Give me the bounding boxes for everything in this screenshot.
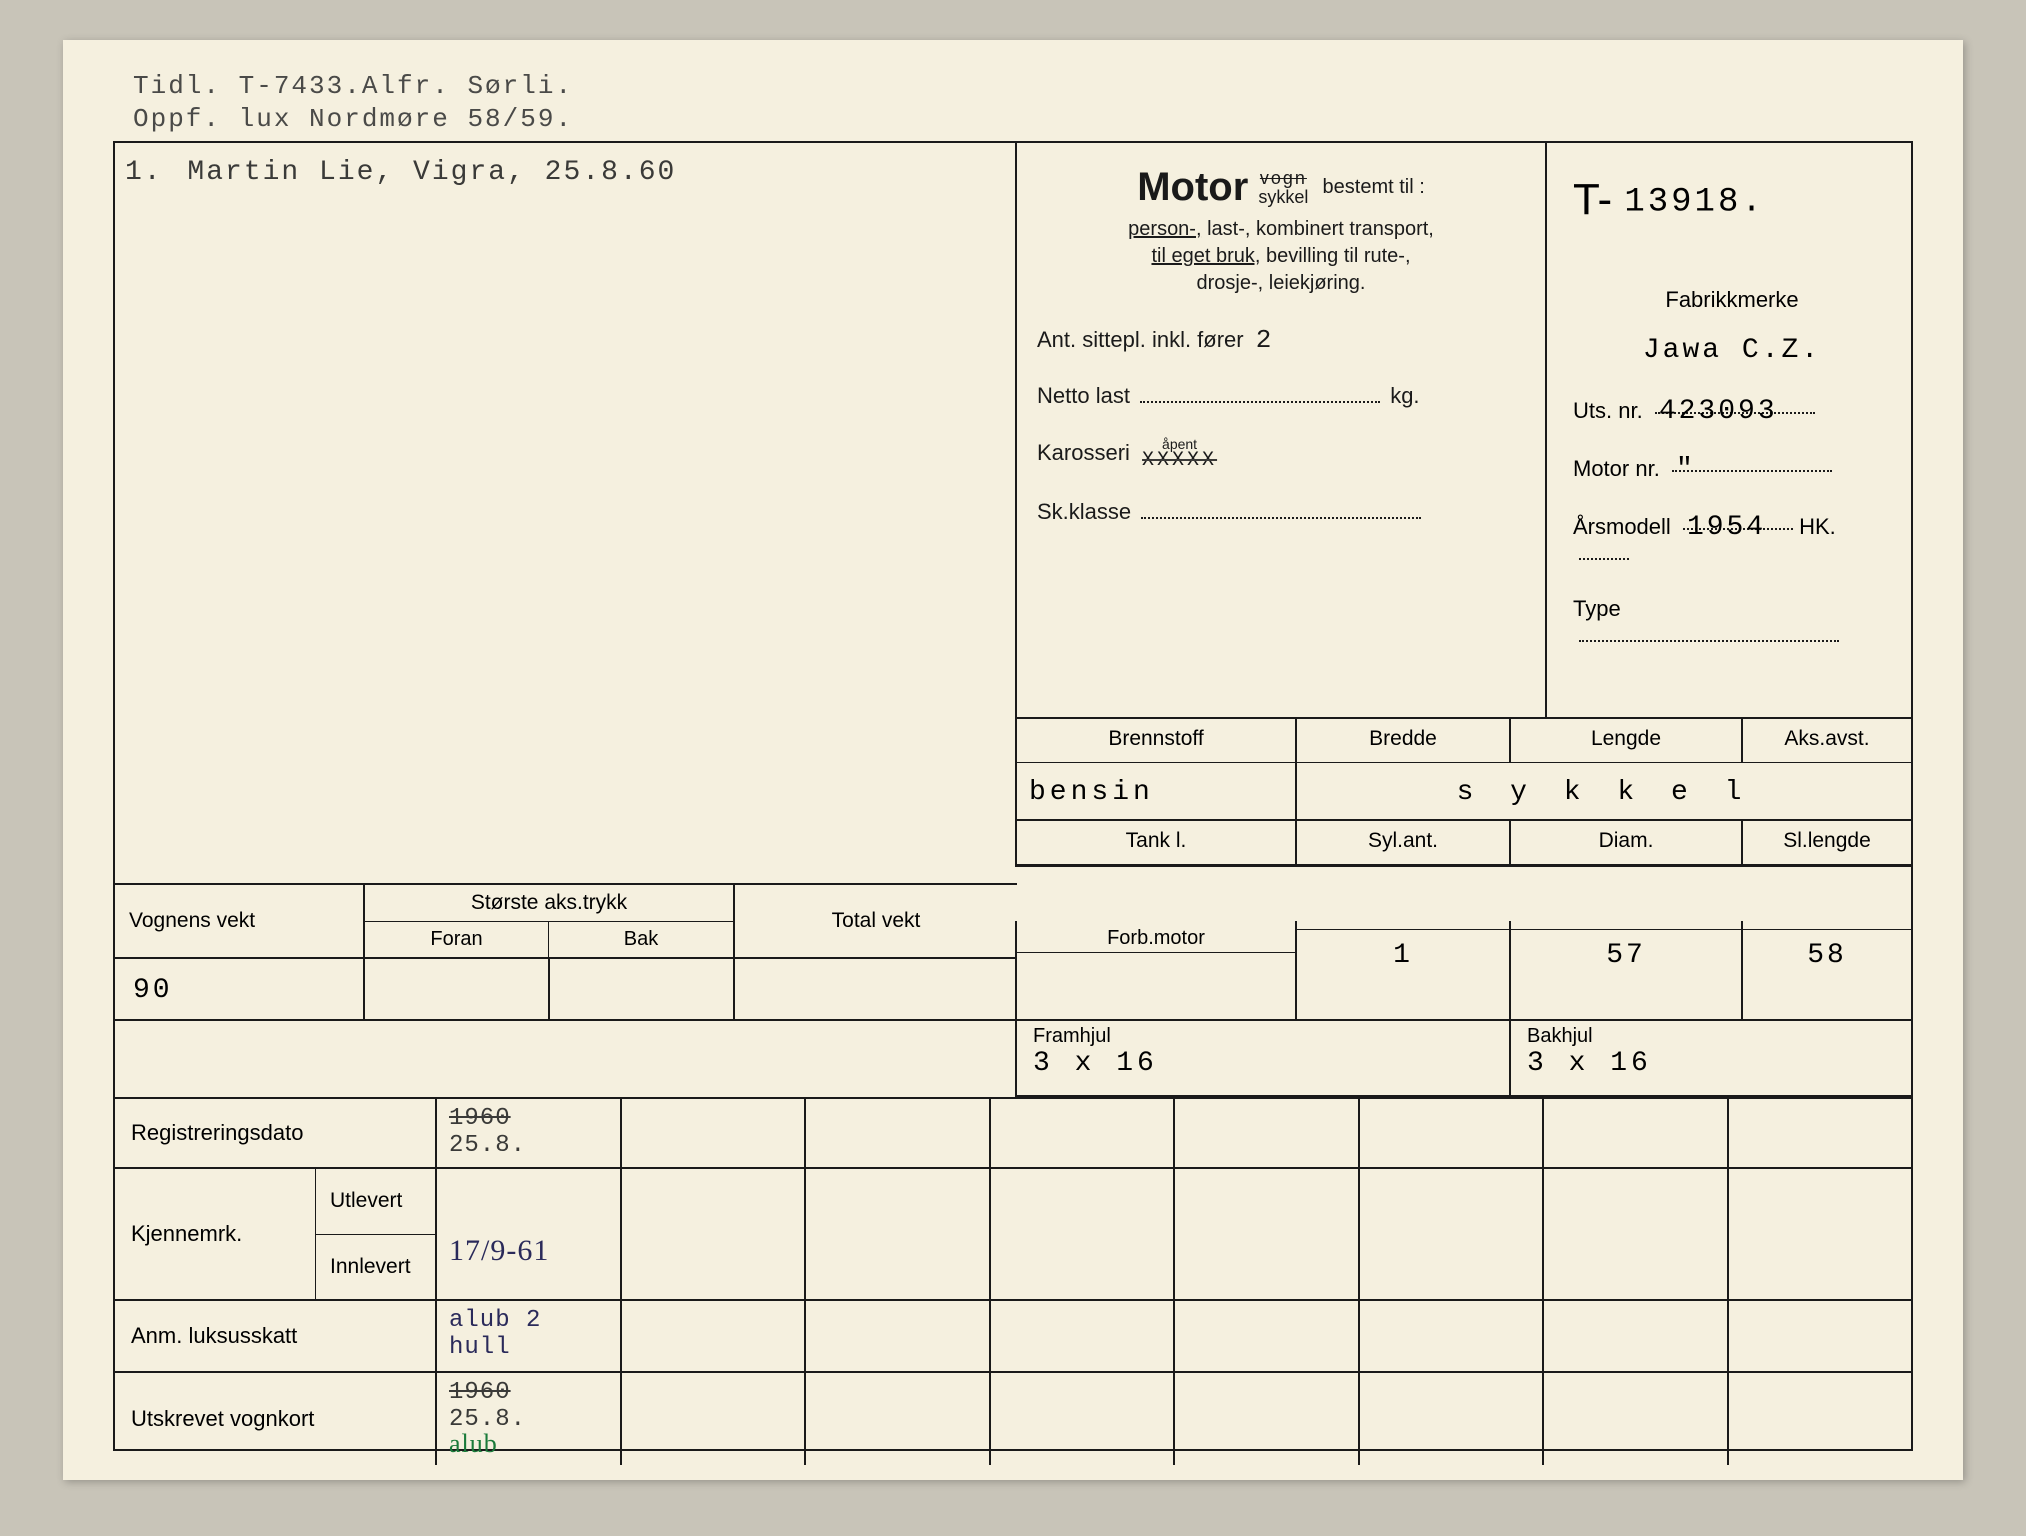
hdr-sllengde: Sl.lengde	[1741, 821, 1911, 865]
val-innlevert: 17/9-61	[449, 1234, 608, 1268]
lbl-foran: Foran	[365, 922, 549, 957]
netto-last-row: Netto last kg.	[1037, 383, 1525, 409]
row-anm-luksusskatt: Anm. luksusskatt alub 2 hull	[115, 1301, 1911, 1373]
motor-title: Motor	[1137, 165, 1248, 210]
bottom-rows: Registreringsdato 1960 25.8. Kjennemrk. …	[115, 1097, 1911, 1465]
vogn-strike: vogn	[1260, 168, 1307, 188]
lbl-bak: Bak	[549, 922, 733, 957]
forb-row: Forb.motor 1 57 58	[1015, 921, 1911, 1021]
row-registreringsdato: Registreringsdato 1960 25.8.	[115, 1097, 1911, 1169]
hdr-diam: Diam.	[1509, 821, 1741, 865]
header-line-1: Tidl. T-7433.Alfr. Sørli.	[133, 70, 1913, 103]
ant-sittepl-value: 2	[1250, 325, 1280, 355]
bestemt-label: bestemt til :	[1323, 176, 1425, 198]
type-row: Type	[1573, 596, 1891, 648]
row-kjennemrk: Kjennemrk. Utlevert Innlevert 17/9-61	[115, 1169, 1911, 1301]
motor-nr-row: Motor nr. "	[1573, 454, 1891, 482]
motor-desc: person-, last-, kombinert transport, til…	[1037, 216, 1525, 297]
val-vognens-vekt: 90	[115, 959, 365, 1019]
spec-table: Brennstoff Bredde Lengde Aks.avst. bensi…	[1015, 719, 1911, 867]
header-line-2: Oppf. lux Nordmøre 58/59.	[133, 103, 1913, 136]
owner-line: 1. Martin Lie, Vigra, 25.8.60	[125, 157, 676, 188]
val-sllengde: 58	[1743, 930, 1911, 971]
fabrikkmerke-value: Jawa C.Z.	[1639, 335, 1825, 366]
weight-table: Vognens vekt Største aks.trykk Foran Bak…	[115, 883, 1017, 1021]
val-bakhjul: 3 x 16	[1527, 1048, 1895, 1079]
hdr-lengde: Lengde	[1509, 719, 1741, 763]
val-sykkel-span: s y k k e l	[1295, 763, 1911, 819]
hjul-row: Framhjul 3 x 16 Bakhjul 3 x 16	[1015, 1021, 1911, 1097]
registration-block: T- 13918. Fabrikkmerke Jawa C.Z. Uts. nr…	[1545, 143, 1911, 719]
val-foran	[365, 959, 550, 1019]
val-sylant: 1	[1297, 930, 1509, 971]
lbl-storste-aks: Største aks.trykk	[365, 885, 733, 921]
hdr-sylant: Syl.ant.	[1295, 821, 1509, 865]
lbl-framhjul: Framhjul	[1033, 1025, 1493, 1048]
lbl-total-vekt: Total vekt	[735, 885, 1017, 957]
karosseri-row: Karosseri åpent XXXXX	[1037, 437, 1525, 471]
header-notes: Tidl. T-7433.Alfr. Sørli. Oppf. lux Nord…	[133, 70, 1913, 135]
val-anm-hand: alub 2 hull	[435, 1301, 620, 1371]
hdr-bredde: Bredde	[1295, 719, 1509, 763]
lbl-vognens-vekt: Vognens vekt	[115, 885, 365, 957]
sykkel-label: sykkel	[1258, 187, 1308, 207]
row-utskrevet-vognkort: Utskrevet vognkort 1960 25.8. alub	[115, 1373, 1911, 1465]
t-number: T- 13918.	[1573, 175, 1891, 225]
owner-index: 1.	[125, 157, 163, 188]
ant-sittepl-row: Ant. sittepl. inkl. fører 2	[1037, 325, 1525, 355]
card-border: 1. Martin Lie, Vigra, 25.8.60 Motor vogn…	[113, 141, 1913, 1451]
arsmodell-row: Årsmodell 1954 HK.	[1573, 512, 1891, 566]
val-regdato: 1960 25.8.	[435, 1099, 620, 1167]
val-framhjul: 3 x 16	[1033, 1048, 1493, 1079]
hdr-tank: Tank l.	[1015, 821, 1295, 865]
skklasse-row: Sk.klasse	[1037, 499, 1525, 525]
motor-block: Motor vogn sykkel bestemt til : person-,…	[1015, 143, 1545, 719]
lbl-bakhjul: Bakhjul	[1527, 1025, 1895, 1048]
hdr-aksavst: Aks.avst.	[1741, 719, 1911, 763]
owner-text: Martin Lie, Vigra, 25.8.60	[187, 157, 676, 188]
motor-vehicle-type: vogn sykkel	[1258, 169, 1308, 207]
val-diam: 57	[1511, 930, 1741, 971]
uts-nr-row: Uts. nr. 423093	[1573, 396, 1891, 424]
val-brennstoff: bensin	[1015, 763, 1295, 819]
val-utskrevet: 1960 25.8. alub	[435, 1373, 620, 1465]
val-bak	[550, 959, 735, 1019]
fabrikkmerke-label: Fabrikkmerke	[1573, 287, 1891, 313]
registration-card: Tidl. T-7433.Alfr. Sørli. Oppf. lux Nord…	[63, 40, 1963, 1480]
val-total	[735, 959, 1017, 1019]
hdr-brennstoff: Brennstoff	[1015, 719, 1295, 763]
